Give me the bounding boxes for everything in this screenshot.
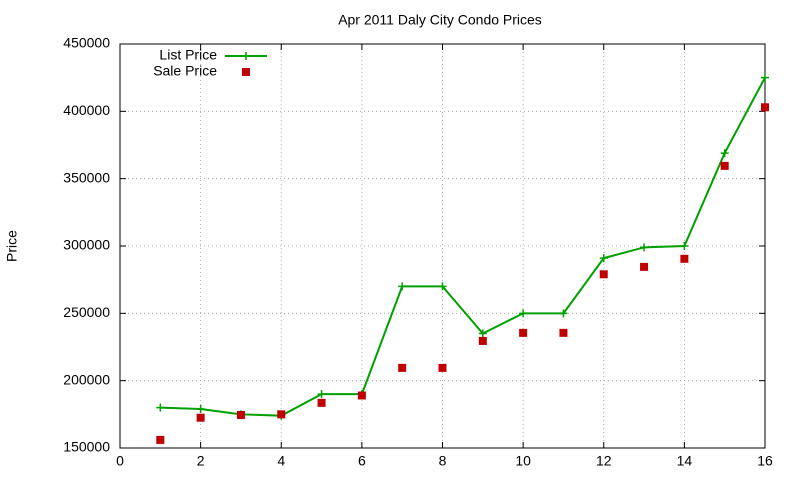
point xyxy=(478,329,487,338)
y-tick-label: 150000 xyxy=(63,439,110,455)
x-tick-label: 10 xyxy=(515,453,531,469)
point xyxy=(559,309,568,318)
x-tick-label: 2 xyxy=(197,453,205,469)
legend-label: Sale Price xyxy=(153,63,217,79)
point xyxy=(196,404,205,413)
y-tick-label: 200000 xyxy=(63,371,110,387)
y-tick-label: 300000 xyxy=(63,237,110,253)
point xyxy=(559,328,568,337)
point xyxy=(317,398,326,407)
legend-marker xyxy=(242,52,250,60)
point xyxy=(156,403,165,412)
plot-frame xyxy=(119,43,766,449)
x-tick-label: 8 xyxy=(439,453,447,469)
point xyxy=(236,411,245,420)
point xyxy=(761,73,769,82)
y-axis-label: Price xyxy=(4,230,20,262)
point xyxy=(680,254,689,263)
x-tick-label: 14 xyxy=(677,453,693,469)
point xyxy=(277,410,286,419)
y-tick-label: 250000 xyxy=(63,304,110,320)
point xyxy=(640,262,649,271)
point xyxy=(398,282,407,291)
point xyxy=(761,103,769,112)
point xyxy=(519,328,528,337)
point xyxy=(599,270,608,279)
point xyxy=(317,390,326,399)
point xyxy=(398,363,407,372)
point xyxy=(720,149,729,158)
point xyxy=(438,363,447,372)
legend-marker xyxy=(242,68,250,76)
y-tick-label: 350000 xyxy=(63,169,110,185)
point xyxy=(196,413,205,422)
line xyxy=(160,77,766,417)
point xyxy=(438,282,447,291)
point xyxy=(519,309,528,318)
x-tick-label: 6 xyxy=(358,453,366,469)
y-tick-label: 400000 xyxy=(63,102,110,118)
x-tick-label: 4 xyxy=(277,453,285,469)
legend-label: List Price xyxy=(159,47,217,63)
point xyxy=(599,254,608,263)
point xyxy=(680,242,689,250)
x-tick-label: 16 xyxy=(757,453,773,469)
point xyxy=(478,336,487,345)
point xyxy=(720,161,729,170)
point xyxy=(156,435,165,444)
point xyxy=(357,391,366,400)
point xyxy=(640,243,649,252)
x-tick-label: 0 xyxy=(116,453,124,469)
x-tick-label: 12 xyxy=(596,453,612,469)
chart-title: Apr 2011 Daly City Condo Prices xyxy=(338,12,542,28)
y-tick-label: 450000 xyxy=(63,35,110,51)
